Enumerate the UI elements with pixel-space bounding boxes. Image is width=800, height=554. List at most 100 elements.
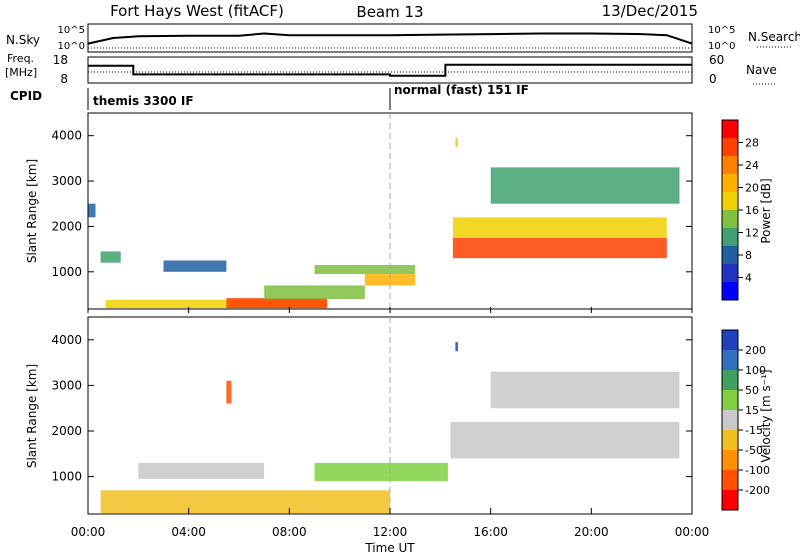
- power-cells-region: [455, 138, 458, 148]
- colorbar-swatch: [722, 370, 738, 391]
- colorbar-swatch: [722, 490, 738, 511]
- colorbar-tick-label: -100: [745, 464, 770, 477]
- colorbar-tick-label: 4: [745, 272, 752, 285]
- colorbar-swatch: [722, 350, 738, 371]
- power-y-axis: 4000 3000 2000 1000: [51, 129, 692, 279]
- colorbar-swatch: [722, 264, 738, 283]
- power-cells-region: [452, 237, 667, 259]
- colorbar-swatch: [722, 174, 738, 193]
- power-cells-region: [452, 217, 667, 238]
- vel-cells-region: [138, 462, 265, 479]
- colorbar-swatch: [722, 470, 738, 491]
- colorbar-swatch: [722, 210, 738, 229]
- velocity-y-axis: 4000 3000 2000 1000: [51, 333, 692, 484]
- power-data-cells: [88, 138, 680, 309]
- x-tick-label: 16:00: [473, 525, 508, 539]
- power-cells-region: [490, 167, 680, 204]
- colorbar-tick-label: 24: [745, 159, 759, 172]
- colorbar-swatch: [722, 156, 738, 175]
- x-tick-label: 12:00: [373, 525, 408, 539]
- velocity-panel: 4000 3000 2000 1000 Slant Range [km] 200 100…: [25, 316, 773, 515]
- noise-right-tick-bottom: 10^0: [708, 41, 735, 52]
- y-tick-label: 3000: [51, 378, 82, 392]
- vel-cells-region: [314, 462, 448, 482]
- colorbar-swatch: [722, 138, 738, 157]
- power-cells-region: [226, 298, 328, 309]
- colorbar-swatch: [722, 228, 738, 247]
- vel-cells-region: [490, 371, 680, 409]
- y-tick-label: 4000: [51, 129, 82, 143]
- freq-label-line1: Freq.: [7, 52, 34, 65]
- xaxis-label: Time UT: [364, 541, 415, 554]
- cpid-mode-1: themis 3300 IF: [93, 94, 194, 108]
- colorbar-tick-label: 28: [745, 137, 759, 150]
- power-cells-region: [88, 203, 96, 218]
- freq-tick-top: 18: [53, 53, 68, 67]
- power-ylabel: Slant Range [km]: [25, 159, 39, 263]
- colorbar-tick-label: 200: [745, 344, 766, 357]
- velocity-data-cells: [100, 342, 680, 514]
- y-tick-label: 2000: [51, 219, 82, 233]
- cpid-label: CPID: [10, 89, 42, 103]
- x-tick-label: 08:00: [272, 525, 307, 539]
- noise-panel: N.Sky 10^5 10^0 10^5 10^0 N.Search: [6, 23, 800, 53]
- colorbar-tick-label: 12: [745, 227, 759, 240]
- nave-label: Nave: [746, 63, 777, 77]
- station-title: Fort Hays West (fitACF): [110, 2, 284, 20]
- cpid-panel: CPID themis 3300 IF normal (fast) 151 IF: [10, 83, 529, 110]
- y-tick-label: 1000: [51, 470, 82, 484]
- colorbar-tick-label: 16: [745, 204, 759, 217]
- colorbar-tick-label: 100: [745, 364, 766, 377]
- x-tick-label: 00:00: [71, 525, 106, 539]
- noise-left-tick-top: 10^5: [58, 25, 85, 36]
- vel-cells-region: [450, 421, 680, 459]
- velocity-colorbar: 200 100 50 15 -15 -50 -100 -200: [721, 329, 770, 511]
- nave-tick-bottom: 0: [709, 72, 717, 86]
- power-cells-region: [100, 251, 121, 263]
- power-panel: 4000 3000 2000 1000 Slant Range [km] 28 24 20…: [25, 112, 773, 310]
- power-cells-region: [264, 285, 365, 299]
- freq-tick-bottom: 8: [60, 72, 68, 86]
- velocity-colorbar-label: Velocity [m s⁻¹]: [759, 369, 773, 462]
- colorbar-tick-label: -200: [745, 484, 770, 497]
- power-cells-region: [163, 260, 227, 272]
- noise-series-line: [87, 32, 693, 45]
- colorbar-tick-label: 8: [745, 249, 752, 262]
- y-tick-label: 1000: [51, 265, 82, 279]
- y-tick-label: 4000: [51, 333, 82, 347]
- x-axis: 00:00 04:00 08:00 12:00 16:00 20:00 00:00: [71, 307, 710, 539]
- power-colorbar-label: Power [dB]: [759, 178, 773, 243]
- nave-tick-top: 60: [709, 53, 724, 67]
- x-tick-label: 20:00: [574, 525, 609, 539]
- power-cells-region: [364, 274, 416, 286]
- colorbar-swatch: [722, 120, 738, 139]
- noise-right-tick-top: 10^5: [708, 25, 735, 36]
- date-title: 13/Dec/2015: [602, 2, 698, 20]
- x-tick-label: 00:00: [675, 525, 710, 539]
- vel-cells-region: [100, 490, 390, 514]
- power-cells-region: [105, 299, 328, 309]
- vel-cells-region: [455, 342, 458, 352]
- colorbar-tick-label: 20: [745, 182, 759, 195]
- colorbar-tick-label: 15: [745, 404, 759, 417]
- velocity-ylabel: Slant Range [km]: [25, 364, 39, 468]
- y-tick-label: 3000: [51, 174, 82, 188]
- freq-label-line2: [MHz]: [5, 66, 37, 79]
- power-cells-region: [314, 265, 416, 275]
- x-tick-label: 04:00: [171, 525, 206, 539]
- noise-right-label: N.Search: [748, 30, 800, 44]
- freq-series-line: [88, 63, 692, 77]
- noise-left-tick-bottom: 10^0: [58, 41, 85, 52]
- colorbar-swatch: [722, 430, 738, 451]
- power-colorbar: 28 24 20 16 12 8 4: [721, 119, 759, 301]
- colorbar-swatch: [722, 282, 738, 301]
- beam-title: Beam 13: [356, 3, 423, 21]
- colorbar-swatch: [722, 192, 738, 211]
- colorbar-tick-label: 50: [745, 384, 759, 397]
- y-tick-label: 2000: [51, 424, 82, 438]
- noise-left-label: N.Sky: [6, 33, 40, 47]
- vel-cells-region: [226, 380, 232, 404]
- colorbar-swatch: [722, 246, 738, 265]
- colorbar-tick-label: -15: [745, 424, 763, 437]
